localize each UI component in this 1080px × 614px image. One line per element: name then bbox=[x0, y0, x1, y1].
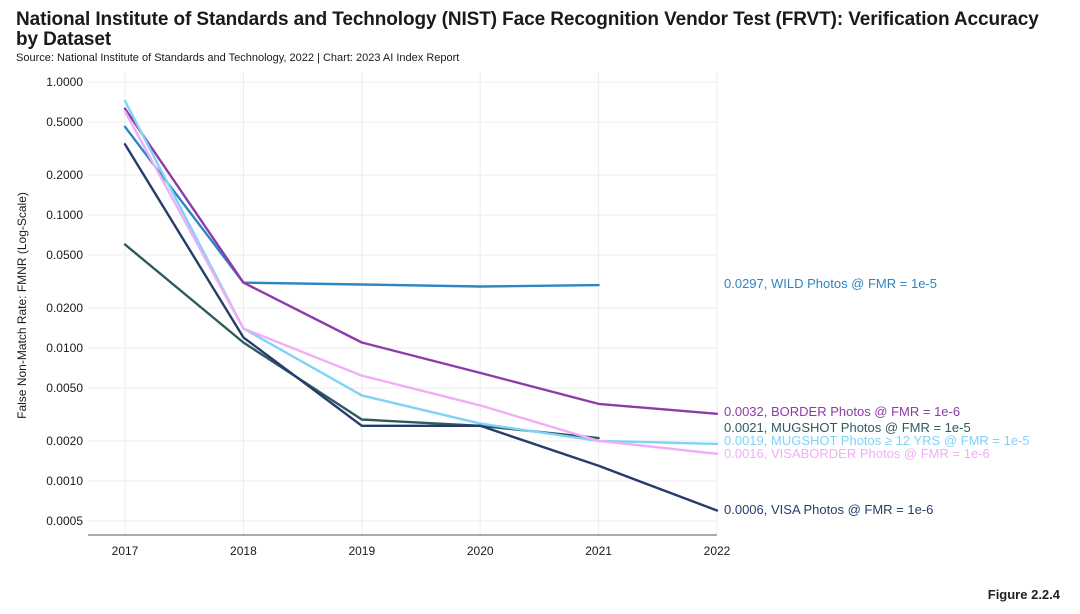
x-tick-label: 2017 bbox=[112, 544, 139, 558]
y-tick-label: 0.0010 bbox=[46, 474, 83, 488]
y-tick-label: 0.0200 bbox=[46, 301, 83, 315]
series-lines bbox=[123, 99, 719, 512]
y-tick-label: 0.1000 bbox=[46, 208, 83, 222]
y-tick-label: 0.0050 bbox=[46, 381, 83, 395]
series-line bbox=[123, 125, 600, 288]
axes: False Non-Match Rate: FMNR (Log-Scale) 1… bbox=[15, 75, 731, 558]
series-line bbox=[123, 107, 719, 415]
chart-subtitle: Source: National Institute of Standards … bbox=[16, 52, 460, 64]
series-end-label: 0.0016, VISABORDER Photos @ FMR = 1e-6 bbox=[724, 446, 990, 461]
y-tick-label: 1.0000 bbox=[46, 75, 83, 89]
series-end-label: 0.0006, VISA Photos @ FMR = 1e-6 bbox=[724, 502, 933, 517]
y-tick-label: 0.5000 bbox=[46, 115, 83, 129]
series-line bbox=[123, 143, 719, 512]
y-axis-title: False Non-Match Rate: FMNR (Log-Scale) bbox=[15, 192, 29, 419]
y-tick-label: 0.2000 bbox=[46, 168, 83, 182]
x-tick-label: 2018 bbox=[230, 544, 257, 558]
series-end-label: 0.0021, MUGSHOT Photos @ FMR = 1e-5 bbox=[724, 420, 971, 435]
x-tick-label: 2022 bbox=[704, 544, 731, 558]
x-tick-label: 2019 bbox=[348, 544, 375, 558]
series-end-label: 0.0297, WILD Photos @ FMR = 1e-5 bbox=[724, 276, 937, 291]
series-line bbox=[123, 110, 719, 455]
y-tick-label: 0.0005 bbox=[46, 514, 83, 528]
y-tick-label: 0.0020 bbox=[46, 434, 83, 448]
series-end-labels: 0.0297, WILD Photos @ FMR = 1e-5 0.0032, … bbox=[724, 276, 1030, 517]
x-tick-label: 2020 bbox=[467, 544, 494, 558]
x-tick-label: 2021 bbox=[585, 544, 612, 558]
figure-label: Figure 2.2.4 bbox=[987, 587, 1060, 602]
y-tick-label: 0.0100 bbox=[46, 341, 83, 355]
series-end-label: 0.0032, BORDER Photos @ FMR = 1e-6 bbox=[724, 404, 960, 419]
series-end-label: 0.0019, MUGSHOT Photos ≥ 12 YRS @ FMR = … bbox=[724, 433, 1030, 448]
y-tick-label: 0.0500 bbox=[46, 248, 83, 262]
grid bbox=[88, 72, 718, 535]
chart-title: National Institute of Standards and Tech… bbox=[16, 9, 1039, 50]
